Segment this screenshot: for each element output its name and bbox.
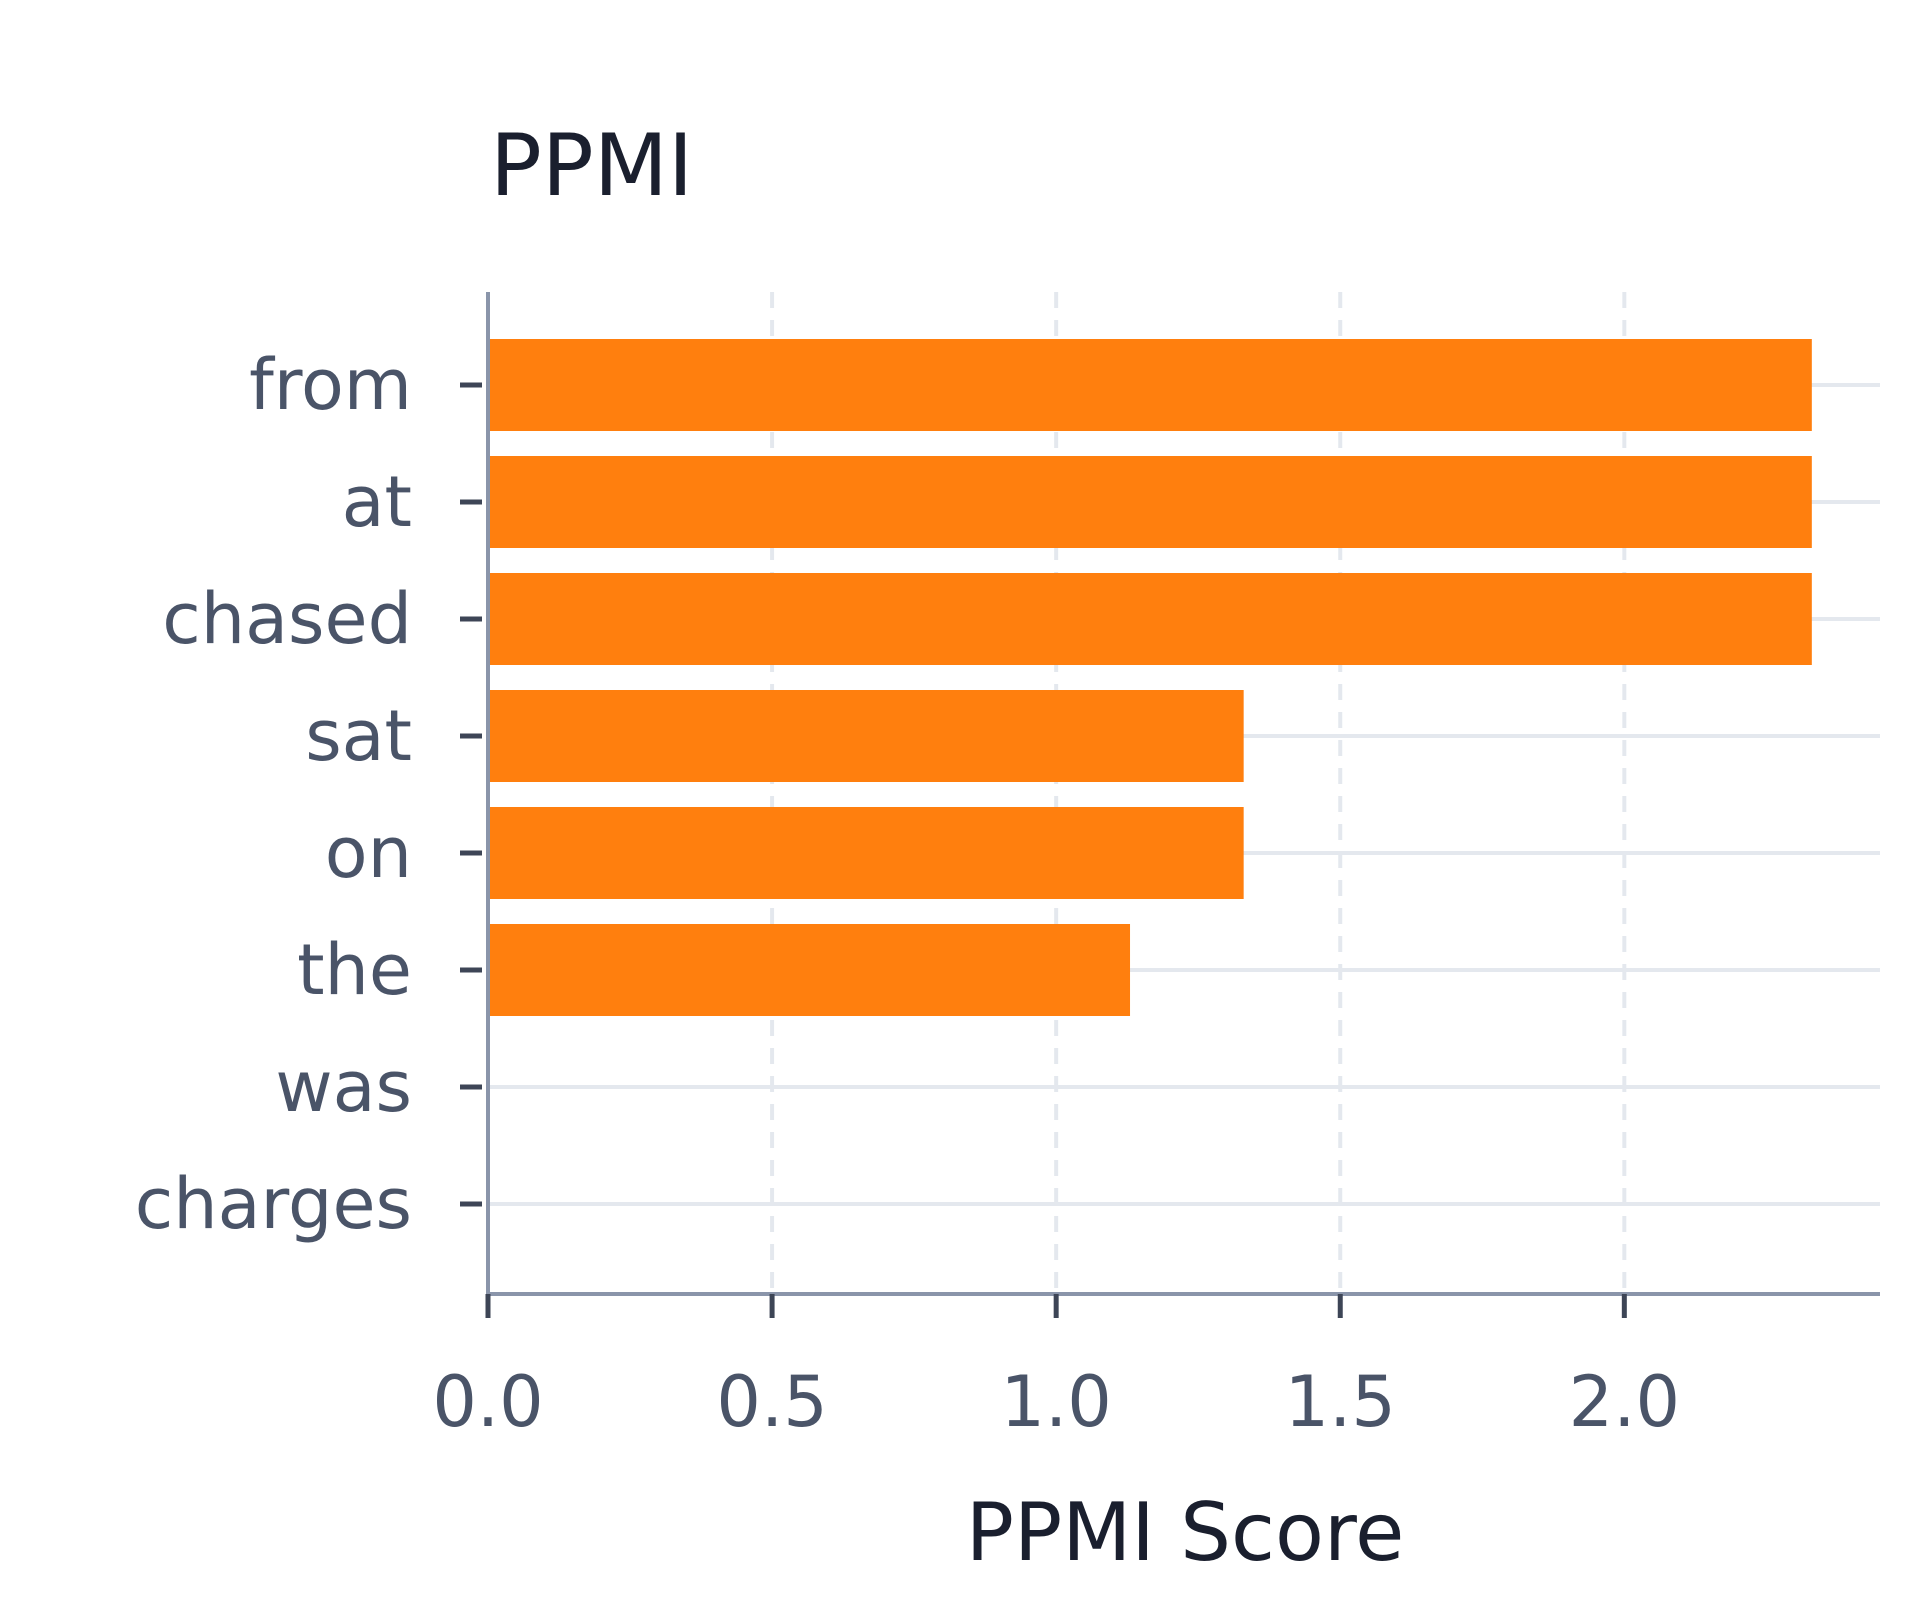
bars (488, 339, 1812, 1016)
x-tick-label: 2.0 (1569, 1361, 1680, 1443)
x-axis-label: PPMI Score (966, 1486, 1405, 1579)
x-tick-label: 1.5 (1285, 1361, 1396, 1443)
tick-labels: from at chased sat on the was charges 0.0 0.5 1.0 1… (135, 344, 1680, 1443)
y-tick-label: was (275, 1046, 412, 1128)
y-tick-label: at (342, 461, 412, 543)
chart-title: PPMI (490, 116, 693, 216)
y-tick-label: the (297, 929, 412, 1011)
bar (488, 690, 1244, 782)
x-tick-label: 0.5 (716, 1361, 827, 1443)
bar (488, 339, 1812, 431)
y-tick-label: charges (135, 1163, 412, 1245)
y-tick-label: chased (162, 578, 412, 660)
bar (488, 807, 1244, 899)
y-tick-label: sat (305, 695, 412, 777)
axes (460, 292, 1880, 1318)
bar (488, 924, 1131, 1016)
x-tick-label: 1.0 (1000, 1361, 1111, 1443)
bar (488, 573, 1812, 665)
bar (488, 456, 1812, 548)
x-tick-label: 0.0 (432, 1361, 543, 1443)
y-tick-label: from (249, 344, 412, 426)
y-tick-label: on (325, 812, 412, 894)
grid (488, 292, 1880, 1294)
